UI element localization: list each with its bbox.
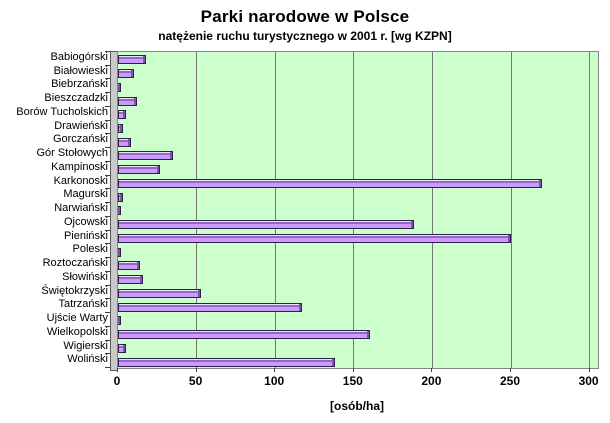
chart-subtitle: natężenie ruchu turystycznego w 2001 r. … <box>158 29 452 43</box>
category-label: Pieniński <box>63 229 108 242</box>
category-label: Kampinoski <box>51 160 108 173</box>
gridline-50 <box>196 52 198 368</box>
y-tick <box>105 215 110 217</box>
bar <box>118 343 126 353</box>
category-label: Białowieski <box>53 64 108 77</box>
y-tick <box>105 243 110 245</box>
y-tick <box>105 147 110 149</box>
bar <box>118 137 131 147</box>
category-label: Biebrzański <box>51 78 108 91</box>
x-tick-250 <box>510 368 511 372</box>
category-label: Narwiański <box>54 202 108 215</box>
category-label: Słowiński <box>62 270 108 283</box>
bar <box>118 82 122 92</box>
y-tick <box>105 298 110 300</box>
y-tick <box>105 257 110 259</box>
x-tick-label-50: 50 <box>188 374 203 388</box>
x-tick-200 <box>431 368 433 372</box>
gridline-200 <box>431 52 433 368</box>
bar <box>118 96 137 106</box>
y-tick <box>105 160 110 162</box>
bar <box>118 178 543 188</box>
category-label: Wielkopolski <box>46 325 108 338</box>
category-label: Roztoczański <box>42 257 108 270</box>
bar <box>118 233 511 243</box>
y-tick <box>105 78 110 80</box>
plot-area <box>117 51 599 369</box>
bar <box>118 275 144 285</box>
y-tick <box>105 229 110 231</box>
y-tick <box>105 202 110 204</box>
bar <box>118 110 126 120</box>
bar <box>118 288 202 298</box>
x-tick-0 <box>117 368 118 372</box>
category-label: Babiogórski <box>50 51 108 63</box>
bar <box>118 206 122 216</box>
x-tick-label-250: 250 <box>499 374 521 388</box>
category-label: Magurski <box>63 188 108 201</box>
y-tick <box>105 92 110 94</box>
x-tick-100 <box>274 368 276 372</box>
x-tick-300 <box>588 368 590 372</box>
y-tick <box>105 133 110 135</box>
y-tick <box>105 119 110 121</box>
x-tick-label-0: 0 <box>113 374 121 388</box>
y-axis-labels: Babiogórski Białowieski Biebrzański Bieszcz… <box>0 51 108 367</box>
y-tick <box>105 105 110 107</box>
bar <box>118 357 335 367</box>
category-label: Gór Stołowych <box>36 147 108 160</box>
x-tick-50 <box>195 368 197 372</box>
bar <box>118 192 123 202</box>
y-tick <box>105 188 110 190</box>
category-label: Tatrzański <box>58 298 108 311</box>
x-tick-150 <box>352 368 354 372</box>
gridline-100 <box>274 52 276 368</box>
bar <box>118 69 134 79</box>
category-label: Gorczański <box>52 133 108 146</box>
y-tick <box>105 312 110 314</box>
category-label: Woliński <box>67 353 108 366</box>
category-label: Wigierski <box>63 339 108 352</box>
category-label: Borów Tucholskich <box>16 105 108 118</box>
x-tick-label-100: 100 <box>264 374 285 388</box>
bar <box>118 261 140 271</box>
y-tick <box>105 353 110 355</box>
bar <box>118 330 370 340</box>
gridline-150 <box>353 52 355 368</box>
category-label: Poleski <box>72 243 108 256</box>
category-label: Świętokrzyski <box>41 284 108 297</box>
y-tick <box>105 174 110 176</box>
y-tick <box>105 339 110 341</box>
gridline-300 <box>589 52 591 368</box>
x-tick-label-150: 150 <box>342 374 363 388</box>
y-tick <box>105 325 110 327</box>
bar <box>118 165 161 175</box>
bar <box>118 247 122 257</box>
y-tick <box>105 64 110 66</box>
chart-title: Parki narodowe w Polsce <box>200 7 410 26</box>
bar <box>118 124 123 133</box>
y-tick <box>105 284 110 286</box>
category-label: Drawieński <box>54 119 108 132</box>
category-label: Ujście Warty <box>46 312 108 325</box>
category-label: Ojcowski <box>63 215 108 228</box>
y-tick <box>105 367 110 368</box>
category-label: Bieszczadzki <box>44 92 108 105</box>
gridline-250 <box>510 52 512 368</box>
x-axis-title: [osób/ha] <box>330 399 384 413</box>
category-label: Karkonoski <box>53 174 108 187</box>
y-tick <box>105 270 110 272</box>
bar <box>118 302 302 312</box>
bar <box>118 55 147 65</box>
x-tick-label-200: 200 <box>421 374 442 388</box>
bar <box>118 316 122 326</box>
x-tick-label-300: 300 <box>578 374 599 388</box>
bar <box>118 220 414 230</box>
y-tick <box>105 51 110 52</box>
bar <box>118 151 174 161</box>
